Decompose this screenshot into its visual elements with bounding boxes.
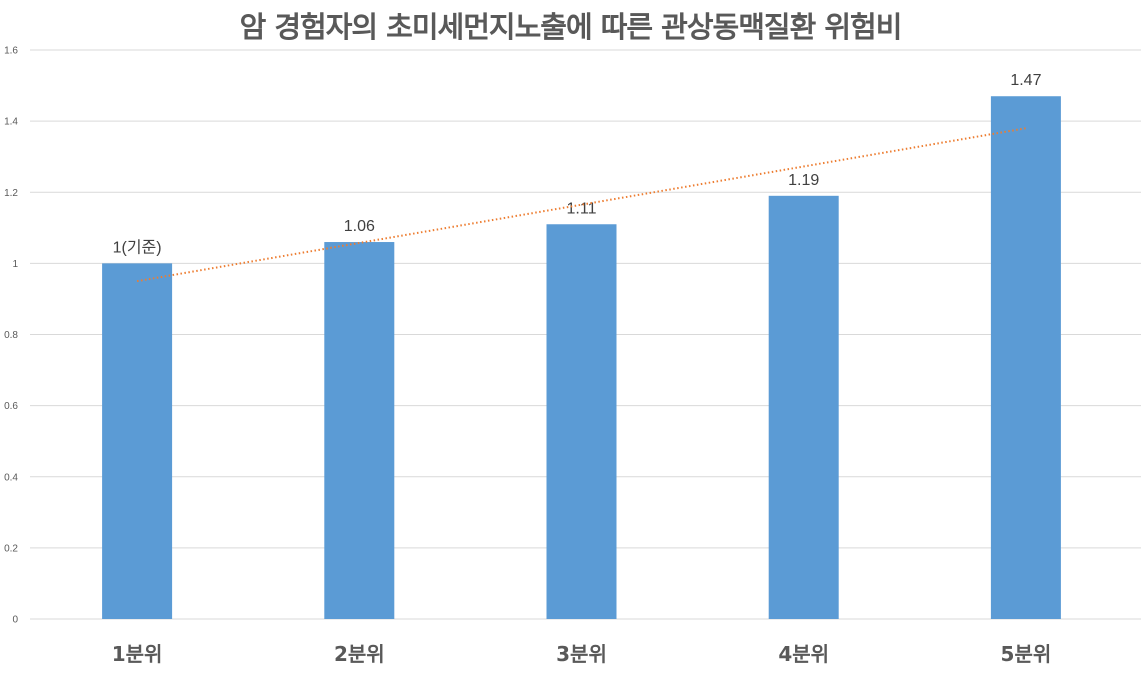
y-tick-label: 1.2 [4, 188, 18, 199]
y-tick-label: 0.4 [4, 472, 18, 483]
bar [324, 242, 395, 619]
data-label: 1.06 [344, 218, 375, 235]
x-tick-label: 3분위 [556, 642, 607, 666]
x-tick-label: 4분위 [778, 642, 829, 666]
data-label: 1(기준) [113, 238, 162, 256]
bar [768, 195, 839, 619]
x-tick-label: 2분위 [334, 642, 385, 666]
data-label: 1.11 [567, 200, 597, 217]
y-tick-label: 0.8 [4, 330, 18, 341]
y-tick-label: 1.4 [4, 117, 18, 128]
bar [990, 96, 1061, 619]
data-label: 1.19 [788, 172, 819, 189]
y-tick-label: 0 [12, 615, 18, 626]
y-tick-label: 1 [12, 259, 18, 270]
data-label: 1.47 [1010, 72, 1041, 89]
chart-title: 암 경험자의 초미세먼지노출에 따른 관상동맥질환 위험비 [239, 10, 903, 44]
x-tick-label: 1분위 [112, 642, 163, 666]
y-tick-label: 0.6 [4, 401, 18, 412]
bar [546, 224, 617, 619]
bar [102, 263, 173, 619]
x-tick-label: 5분위 [1001, 642, 1052, 666]
y-tick-label: 0.2 [4, 543, 18, 554]
y-tick-label: 1.6 [4, 46, 18, 57]
